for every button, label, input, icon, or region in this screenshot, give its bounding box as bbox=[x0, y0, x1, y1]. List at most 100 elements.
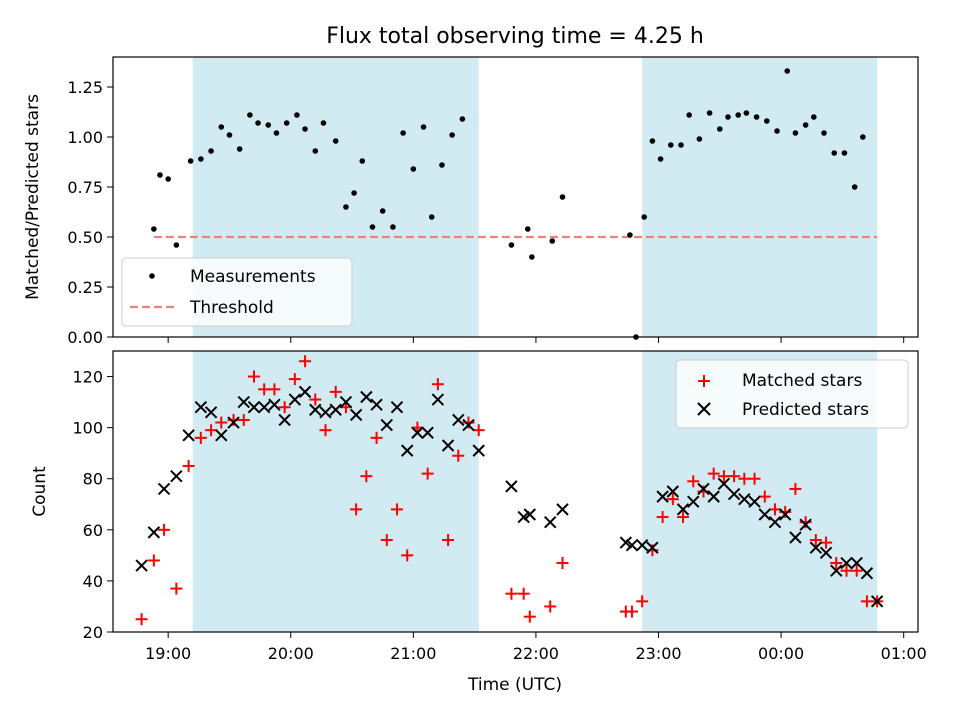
measurement-point bbox=[343, 204, 349, 210]
matched-star-point bbox=[830, 557, 843, 570]
predicted-star-point bbox=[738, 492, 751, 506]
predicted-star-point bbox=[544, 515, 557, 529]
predicted-star-marker bbox=[237, 395, 250, 409]
predicted-star-point bbox=[370, 398, 383, 411]
measurement-point bbox=[312, 148, 319, 154]
predicted-star-marker bbox=[707, 490, 720, 503]
predicted-star-marker bbox=[462, 418, 475, 432]
matched-star-point bbox=[472, 424, 485, 437]
matched-star-point bbox=[329, 385, 342, 398]
measurement-point bbox=[459, 116, 466, 122]
matched-star-point bbox=[194, 431, 207, 444]
y-tick-label: 0.00 bbox=[67, 328, 103, 347]
predicted-star-marker bbox=[544, 515, 557, 529]
predicted-star-marker bbox=[830, 564, 843, 577]
predicted-star-point bbox=[390, 400, 404, 414]
predicted-star-marker bbox=[789, 531, 802, 544]
matched-star-point bbox=[636, 595, 649, 608]
predicted-star-point bbox=[809, 541, 823, 554]
predicted-star-point bbox=[666, 485, 680, 498]
predicted-star-marker bbox=[666, 485, 680, 498]
measurement-point bbox=[187, 158, 194, 164]
matched-star-point bbox=[789, 482, 802, 495]
predicted-star-marker bbox=[278, 413, 291, 427]
measurement-point bbox=[379, 208, 386, 214]
predicted-star-point bbox=[401, 444, 414, 457]
predicted-star-marker bbox=[204, 406, 218, 419]
x-tick-label: 21:00 bbox=[390, 644, 436, 663]
predicted-star-marker bbox=[380, 418, 393, 432]
measurement-point bbox=[255, 120, 261, 126]
predicted-star-marker bbox=[646, 541, 659, 554]
matched-star-point bbox=[182, 459, 195, 472]
measurement-point bbox=[784, 68, 791, 74]
predicted-star-point bbox=[523, 508, 537, 521]
predicted-star-point bbox=[194, 400, 208, 414]
matched-star-point bbox=[820, 536, 833, 549]
chart-title: Flux total observing time = 4.25 h bbox=[326, 24, 704, 49]
x-tick-label: 19:00 bbox=[145, 644, 191, 663]
predicted-star-point bbox=[850, 556, 863, 570]
predicted-star-marker bbox=[656, 490, 669, 503]
measurement-point bbox=[743, 110, 750, 116]
matched-star-point bbox=[247, 370, 260, 383]
measurement-point bbox=[802, 122, 809, 128]
measurement-point bbox=[449, 132, 455, 138]
measurement-point bbox=[173, 242, 180, 248]
matched-star-point bbox=[215, 416, 228, 429]
matched-star-point bbox=[646, 544, 659, 557]
matched-star-point bbox=[380, 534, 393, 547]
matched-star-point bbox=[799, 516, 812, 529]
predicted-star-point bbox=[727, 487, 741, 501]
predicted-star-marker bbox=[625, 538, 639, 552]
legend: Matched stars Predicted stars bbox=[675, 359, 909, 429]
matched-star-point bbox=[278, 401, 291, 414]
y-tick-label: 0.75 bbox=[67, 178, 103, 197]
predicted-star-point bbox=[247, 400, 261, 414]
measurement-point bbox=[208, 148, 214, 154]
measurement-point bbox=[764, 118, 770, 124]
predicted-star-marker bbox=[309, 403, 322, 416]
counts-panel: 20 40 60 80 100 120 19:00 20:00 21:00 22:00 23:00 0… bbox=[30, 350, 927, 663]
axes-frame bbox=[112, 56, 919, 338]
measurement-point bbox=[529, 254, 535, 260]
matched-star-point bbox=[728, 470, 741, 483]
predicted-star-marker bbox=[748, 495, 761, 508]
matched-star-point bbox=[158, 523, 171, 536]
measurement-point bbox=[151, 226, 157, 232]
matched-star-point bbox=[390, 503, 403, 516]
measurement-point bbox=[706, 110, 713, 116]
predicted-star-point bbox=[707, 490, 720, 503]
predicted-star-marker bbox=[441, 439, 455, 452]
y-axis-label: Count bbox=[30, 466, 50, 517]
measurement-point bbox=[821, 130, 827, 136]
predicted-star-point bbox=[870, 595, 884, 608]
predicted-star-marker bbox=[676, 503, 690, 516]
predicted-star-point bbox=[339, 395, 353, 409]
matched-star-point bbox=[738, 472, 751, 485]
matched-star-point bbox=[677, 511, 690, 524]
predicted-star-marker bbox=[182, 429, 195, 442]
predicted-star-marker bbox=[809, 541, 823, 554]
legend-label: Matched stars bbox=[742, 371, 862, 391]
measurement-point bbox=[774, 128, 780, 134]
matched-star-point bbox=[360, 470, 373, 483]
matched-star-point bbox=[523, 610, 536, 623]
predicted-star-marker bbox=[472, 444, 485, 457]
predicted-star-point bbox=[789, 531, 802, 544]
measurement-point bbox=[273, 130, 280, 136]
predicted-star-marker bbox=[370, 398, 383, 411]
measurement-point bbox=[686, 112, 692, 118]
measurement-point bbox=[657, 156, 664, 162]
measurement-point bbox=[841, 150, 848, 156]
matched-star-point bbox=[170, 582, 183, 595]
y-axis-label: Matched/Predicted stars bbox=[23, 94, 43, 300]
predicted-star-point bbox=[268, 398, 281, 411]
measurement-point bbox=[369, 224, 376, 230]
predicted-star-point bbox=[635, 538, 649, 552]
y-tick-label: 40 bbox=[83, 572, 103, 591]
predicted-star-marker bbox=[339, 395, 353, 409]
predicted-star-marker bbox=[799, 518, 812, 531]
predicted-star-marker bbox=[329, 403, 342, 416]
